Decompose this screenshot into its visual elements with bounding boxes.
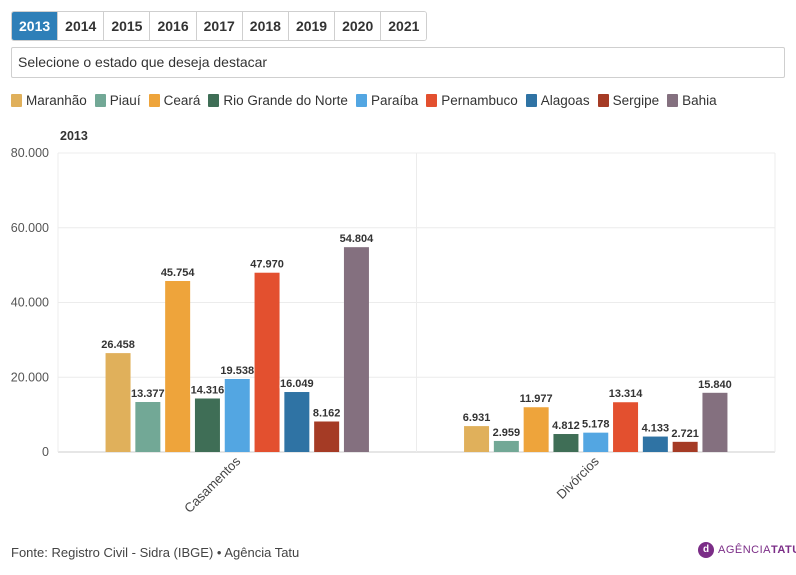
tab-2020[interactable]: 2020 bbox=[335, 12, 382, 40]
data-label: 11.977 bbox=[520, 393, 553, 405]
legend-item[interactable]: Bahia bbox=[667, 93, 717, 108]
bar bbox=[464, 426, 490, 452]
legend-item[interactable]: Ceará bbox=[148, 93, 201, 108]
legend-swatch bbox=[597, 94, 609, 107]
logo-text: AGÊNCIATATU bbox=[718, 544, 796, 556]
data-label: 13.377 bbox=[131, 388, 165, 400]
legend-swatch bbox=[208, 94, 220, 107]
legend-item[interactable]: Pernambuco bbox=[426, 93, 518, 108]
legend-label: Bahia bbox=[682, 93, 717, 108]
logo-mark-icon: d bbox=[698, 542, 714, 558]
y-tick-label: 20.000 bbox=[11, 370, 49, 384]
tab-2017[interactable]: 2017 bbox=[196, 12, 243, 40]
legend-swatch bbox=[667, 94, 679, 107]
legend-item[interactable]: Piauí bbox=[94, 93, 141, 108]
agencia-tatu-logo: d AGÊNCIATATU bbox=[698, 542, 796, 558]
y-tick-label: 0 bbox=[42, 445, 49, 459]
bar bbox=[343, 247, 369, 452]
legend-item[interactable]: Paraíba bbox=[355, 93, 419, 108]
legend-swatch bbox=[148, 94, 160, 107]
logo-text-bold: TATU bbox=[771, 544, 796, 556]
data-label: 13.314 bbox=[609, 388, 644, 400]
legend-item[interactable]: Sergipe bbox=[597, 93, 660, 108]
legend-swatch bbox=[355, 94, 367, 107]
legend-label: Piauí bbox=[109, 93, 141, 108]
data-label: 5.178 bbox=[582, 419, 610, 431]
data-label: 19.538 bbox=[220, 365, 254, 377]
legend-label: Sergipe bbox=[612, 93, 660, 108]
tab-2016[interactable]: 2016 bbox=[150, 12, 197, 40]
source-footer: Fonte: Registro Civil - Sidra (IBGE) • A… bbox=[11, 545, 300, 560]
bar bbox=[493, 440, 519, 452]
tab-2021[interactable]: 2021 bbox=[381, 12, 427, 40]
data-label: 26.458 bbox=[101, 339, 135, 351]
data-label: 4.133 bbox=[642, 423, 670, 435]
legend-swatch bbox=[94, 94, 106, 107]
bar bbox=[523, 407, 549, 452]
chart-title: 2013 bbox=[60, 129, 88, 143]
x-tick-label: Casamentos bbox=[181, 453, 244, 516]
bar bbox=[105, 353, 131, 452]
bar bbox=[165, 280, 191, 452]
legend-label: Rio Grande do Norte bbox=[223, 93, 348, 108]
tab-2018[interactable]: 2018 bbox=[242, 12, 289, 40]
bar bbox=[672, 441, 698, 452]
legend: Maranhão Piauí Ceará Rio Grande do Norte Par… bbox=[11, 93, 725, 108]
x-tick-label: Divórcios bbox=[553, 453, 602, 502]
data-label: 8.162 bbox=[313, 407, 341, 419]
data-label: 14.316 bbox=[191, 384, 225, 396]
legend-item[interactable]: Rio Grande do Norte bbox=[208, 93, 348, 108]
legend-label: Alagoas bbox=[540, 93, 590, 108]
y-tick-label: 80.000 bbox=[11, 146, 49, 160]
tab-2015[interactable]: 2015 bbox=[104, 12, 151, 40]
y-tick-label: 60.000 bbox=[11, 221, 49, 235]
legend-label: Paraíba bbox=[370, 93, 419, 108]
tab-2014[interactable]: 2014 bbox=[58, 12, 105, 40]
bar bbox=[642, 436, 668, 452]
bar bbox=[224, 378, 250, 452]
data-label: 47.970 bbox=[250, 259, 284, 271]
year-tabs: 2013 2014 2015 2016 2017 2018 2019 2020 2021 bbox=[11, 11, 428, 41]
tab-2019[interactable]: 2019 bbox=[288, 12, 336, 40]
data-label: 4.812 bbox=[552, 420, 580, 432]
bar bbox=[194, 398, 220, 452]
data-label: 16.049 bbox=[280, 378, 314, 390]
tab-2013[interactable]: 2013 bbox=[12, 12, 59, 40]
data-label: 15.840 bbox=[698, 379, 732, 391]
legend-label: Pernambuco bbox=[441, 93, 518, 108]
bar bbox=[314, 421, 340, 452]
legend-label: Ceará bbox=[163, 93, 201, 108]
bar bbox=[702, 392, 728, 452]
bar bbox=[135, 402, 161, 452]
legend-swatch bbox=[11, 94, 22, 107]
data-label: 2.721 bbox=[671, 428, 699, 440]
bar bbox=[613, 402, 639, 452]
legend-swatch bbox=[525, 94, 537, 107]
logo-text-light: AGÊNCIA bbox=[718, 544, 772, 556]
data-label: 45.754 bbox=[161, 267, 196, 279]
bar bbox=[284, 392, 310, 452]
legend-label: Maranhão bbox=[26, 93, 87, 108]
legend-item[interactable]: Alagoas bbox=[525, 93, 590, 108]
data-label: 54.804 bbox=[340, 233, 375, 245]
data-label: 2.959 bbox=[493, 427, 521, 439]
bar bbox=[583, 432, 609, 452]
bar bbox=[254, 272, 280, 452]
y-tick-label: 40.000 bbox=[11, 296, 49, 310]
state-select[interactable]: Selecione o estado que deseja destacar bbox=[11, 47, 785, 78]
bar bbox=[553, 434, 579, 452]
legend-item[interactable]: Maranhão bbox=[11, 93, 87, 108]
data-label: 6.931 bbox=[463, 412, 491, 424]
legend-swatch bbox=[426, 94, 438, 107]
